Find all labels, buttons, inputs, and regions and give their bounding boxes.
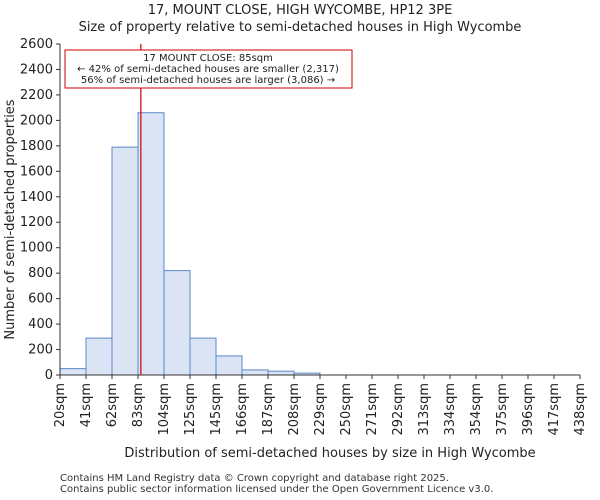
x-tick-label: 166sqm	[235, 383, 250, 436]
x-tick-label: 62sqm	[105, 383, 120, 427]
footer-licence: Contains public sector information licen…	[60, 484, 494, 495]
x-tick-label: 187sqm	[261, 383, 276, 436]
y-tick-label: 1200	[20, 215, 53, 230]
y-tick-label: 2600	[20, 37, 53, 52]
chart-subtitle: Size of property relative to semi-detach…	[78, 20, 522, 35]
histogram-bar	[241, 369, 269, 376]
histogram-bar	[163, 270, 191, 376]
histogram-bar	[111, 146, 139, 376]
y-tick-label: 1600	[20, 164, 53, 179]
x-tick-label: 20sqm	[53, 383, 68, 427]
footer-copyright: Contains HM Land Registry data © Crown c…	[60, 473, 449, 484]
annotation-box	[64, 49, 353, 89]
y-tick-label: 1800	[20, 139, 53, 154]
x-tick-label: 334sqm	[443, 383, 458, 436]
x-tick-label: 375sqm	[495, 383, 510, 436]
y-tick-label: 800	[28, 266, 53, 281]
y-tick-label: 1000	[20, 241, 53, 256]
y-tick-label: 400	[28, 317, 53, 332]
x-tick-label: 417sqm	[547, 383, 562, 436]
y-tick-label: 0	[45, 368, 53, 383]
y-tick-label: 600	[28, 292, 53, 307]
annotation-text: 56% of semi-detached houses are larger (…	[81, 75, 335, 86]
y-axis-label: Number of semi-detached properties	[3, 99, 18, 339]
x-tick-label: 313sqm	[417, 383, 432, 436]
y-tick-label: 2200	[20, 88, 53, 103]
x-tick-label: 396sqm	[521, 383, 536, 436]
y-tick-label: 2400	[20, 62, 53, 77]
histogram-bar	[137, 112, 165, 376]
histogram-bar	[189, 337, 217, 376]
histogram-bar	[267, 370, 295, 376]
y-tick-label: 200	[28, 343, 53, 358]
x-tick-label: 229sqm	[313, 383, 328, 436]
x-tick-label: 250sqm	[339, 383, 354, 436]
histogram-chart: 0 200 400 600 800 1000 1200 1400 1600 1800 2000 220…	[3, 37, 588, 461]
y-tick-label: 1400	[20, 190, 53, 205]
x-tick-label: 271sqm	[365, 383, 380, 436]
x-tick-label: 41sqm	[79, 383, 94, 427]
x-tick-label: 104sqm	[157, 383, 172, 436]
x-tick-label: 145sqm	[209, 383, 224, 436]
x-tick-label: 208sqm	[287, 383, 302, 436]
y-tick-label: 2000	[20, 113, 53, 128]
x-tick-label: 354sqm	[469, 383, 484, 436]
annotation-text: 17 MOUNT CLOSE: 85sqm	[143, 53, 273, 64]
x-axis-label: Distribution of semi-detached houses by …	[124, 446, 535, 461]
histogram-bar	[215, 355, 243, 376]
x-tick-label: 83sqm	[131, 383, 146, 427]
histogram-bar	[59, 368, 87, 376]
x-tick-label: 125sqm	[183, 383, 198, 436]
histogram-bar	[85, 337, 113, 376]
annotation-text: ← 42% of semi-detached houses are smalle…	[77, 64, 339, 75]
chart-title: 17, MOUNT CLOSE, HIGH WYCOMBE, HP12 3PE	[147, 3, 453, 18]
x-tick-label: 438sqm	[573, 383, 588, 436]
x-tick-label: 292sqm	[391, 383, 406, 436]
